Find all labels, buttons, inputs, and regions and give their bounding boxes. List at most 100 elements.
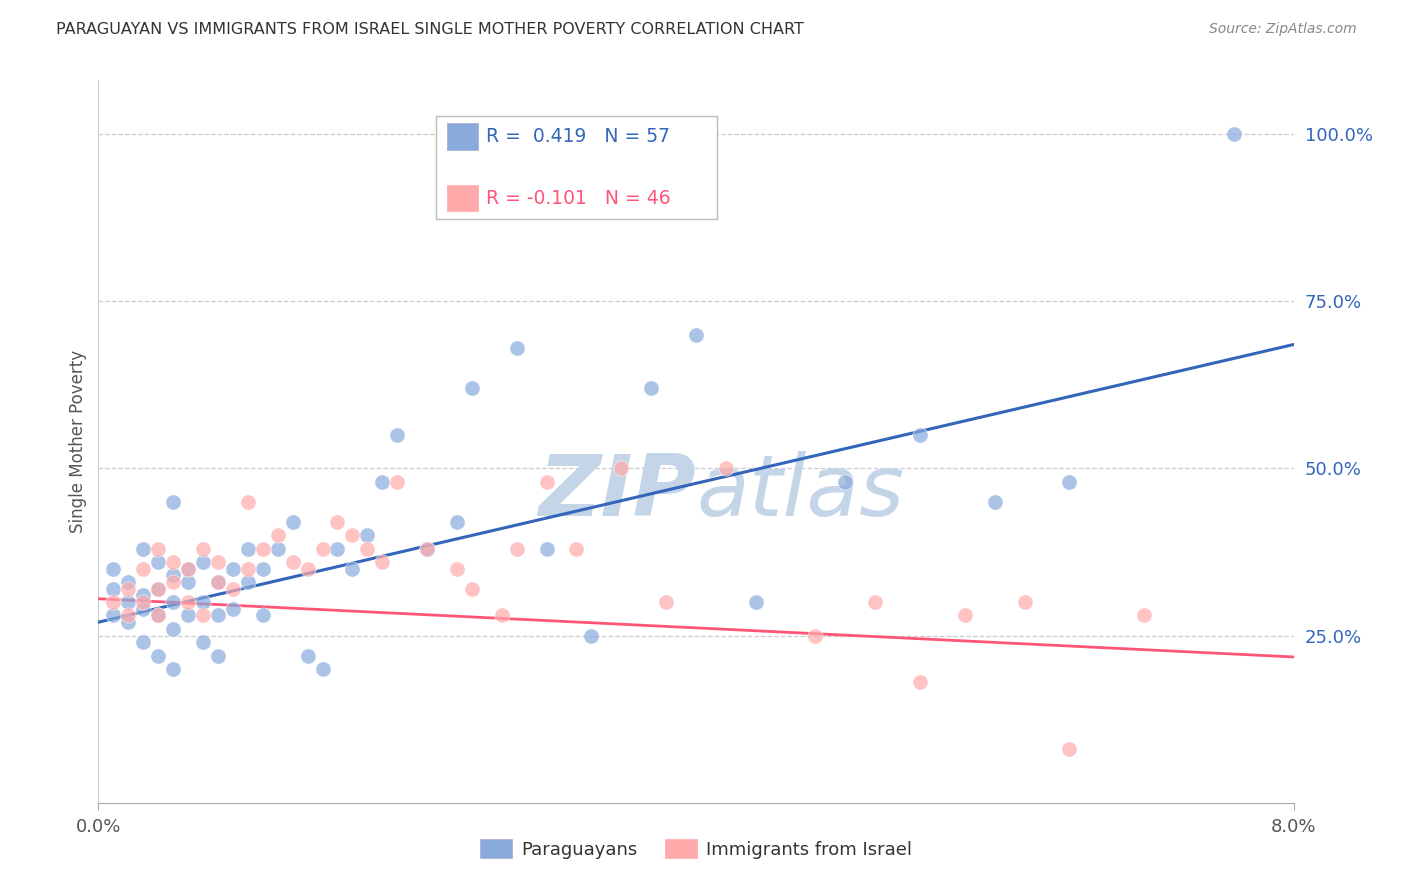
- Point: [908, 427, 931, 442]
- Point: [207, 575, 229, 590]
- Point: [491, 608, 513, 623]
- Point: [908, 675, 931, 690]
- Point: [714, 461, 737, 475]
- Point: [148, 582, 170, 596]
- Point: [281, 515, 304, 529]
- Point: [162, 622, 184, 636]
- Point: [1059, 742, 1081, 756]
- Point: [236, 562, 259, 576]
- Point: [148, 541, 170, 556]
- Point: [804, 628, 827, 642]
- Point: [326, 541, 349, 556]
- Point: [103, 608, 125, 623]
- Point: [148, 608, 170, 623]
- Point: [953, 608, 976, 623]
- Point: [311, 541, 333, 556]
- Point: [177, 562, 200, 576]
- Y-axis label: Single Mother Poverty: Single Mother Poverty: [69, 350, 87, 533]
- Text: R =  0.419   N = 57: R = 0.419 N = 57: [486, 127, 671, 146]
- Point: [132, 635, 155, 649]
- Point: [281, 555, 304, 569]
- Point: [506, 341, 529, 355]
- Point: [342, 562, 364, 576]
- Point: [207, 608, 229, 623]
- Point: [177, 562, 200, 576]
- Point: [103, 582, 125, 596]
- Point: [865, 595, 887, 609]
- Point: [162, 555, 184, 569]
- Point: [132, 595, 155, 609]
- Point: [356, 528, 378, 542]
- Point: [311, 662, 333, 676]
- Point: [191, 541, 214, 556]
- Text: R = -0.101   N = 46: R = -0.101 N = 46: [486, 188, 671, 208]
- Point: [222, 562, 245, 576]
- Point: [148, 608, 170, 623]
- Point: [236, 541, 259, 556]
- Point: [385, 475, 409, 489]
- Point: [252, 562, 274, 576]
- Text: atlas: atlas: [696, 450, 904, 533]
- Point: [117, 608, 139, 623]
- Point: [222, 582, 245, 596]
- Point: [1133, 608, 1156, 623]
- Point: [148, 582, 170, 596]
- Point: [834, 475, 856, 489]
- Point: [177, 575, 200, 590]
- Point: [162, 568, 184, 582]
- Point: [1059, 475, 1081, 489]
- Point: [446, 515, 468, 529]
- Point: [191, 635, 214, 649]
- Point: [581, 628, 603, 642]
- Point: [565, 541, 588, 556]
- Point: [222, 602, 245, 616]
- Text: Source: ZipAtlas.com: Source: ZipAtlas.com: [1209, 22, 1357, 37]
- Point: [984, 494, 1007, 508]
- Point: [356, 541, 378, 556]
- Point: [207, 648, 229, 663]
- Point: [132, 541, 155, 556]
- Point: [297, 648, 319, 663]
- Point: [236, 494, 259, 508]
- Point: [267, 541, 290, 556]
- Point: [685, 327, 707, 342]
- Point: [252, 541, 274, 556]
- Text: PARAGUAYAN VS IMMIGRANTS FROM ISRAEL SINGLE MOTHER POVERTY CORRELATION CHART: PARAGUAYAN VS IMMIGRANTS FROM ISRAEL SIN…: [56, 22, 804, 37]
- Point: [162, 575, 184, 590]
- Text: ZIP: ZIP: [538, 450, 696, 533]
- Point: [117, 615, 139, 630]
- Point: [745, 595, 768, 609]
- Point: [326, 515, 349, 529]
- Point: [506, 541, 529, 556]
- Point: [655, 595, 678, 609]
- Point: [371, 555, 394, 569]
- Point: [177, 608, 200, 623]
- Point: [416, 541, 439, 556]
- Point: [536, 475, 558, 489]
- Point: [207, 575, 229, 590]
- Point: [162, 595, 184, 609]
- Legend: Paraguayans, Immigrants from Israel: Paraguayans, Immigrants from Israel: [479, 839, 912, 859]
- Point: [1223, 127, 1246, 141]
- Point: [162, 494, 184, 508]
- Point: [117, 595, 139, 609]
- Point: [446, 562, 468, 576]
- Point: [640, 381, 662, 395]
- Point: [148, 555, 170, 569]
- Point: [461, 381, 484, 395]
- Point: [342, 528, 364, 542]
- Point: [536, 541, 558, 556]
- Point: [1014, 595, 1036, 609]
- Point: [267, 528, 290, 542]
- Point: [177, 595, 200, 609]
- Point: [148, 648, 170, 663]
- Point: [162, 662, 184, 676]
- Point: [371, 475, 394, 489]
- Point: [117, 575, 139, 590]
- Point: [461, 582, 484, 596]
- Point: [103, 562, 125, 576]
- Point: [132, 589, 155, 603]
- Point: [297, 562, 319, 576]
- Point: [385, 427, 409, 442]
- Point: [103, 595, 125, 609]
